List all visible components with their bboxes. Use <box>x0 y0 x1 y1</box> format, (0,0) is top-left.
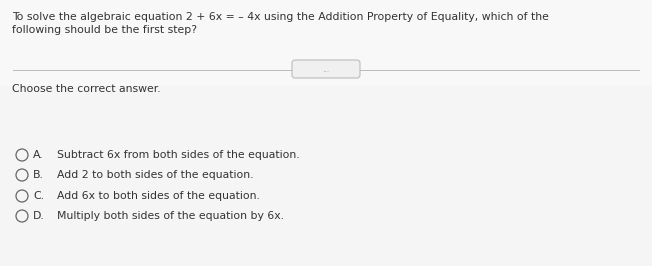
Text: B.: B. <box>33 170 44 180</box>
Text: Choose the correct answer.: Choose the correct answer. <box>12 84 160 94</box>
Text: ...: ... <box>323 64 329 73</box>
Text: A.: A. <box>33 150 44 160</box>
FancyBboxPatch shape <box>0 0 652 86</box>
Text: Multiply both sides of the equation by 6x.: Multiply both sides of the equation by 6… <box>50 211 284 221</box>
Text: following should be the first step?: following should be the first step? <box>12 25 197 35</box>
Text: D.: D. <box>33 211 45 221</box>
FancyBboxPatch shape <box>292 60 360 78</box>
Text: C.: C. <box>33 191 44 201</box>
Text: Add 6x to both sides of the equation.: Add 6x to both sides of the equation. <box>50 191 260 201</box>
Text: Add 2 to both sides of the equation.: Add 2 to both sides of the equation. <box>50 170 254 180</box>
Text: Subtract 6x from both sides of the equation.: Subtract 6x from both sides of the equat… <box>50 150 300 160</box>
FancyBboxPatch shape <box>0 86 652 266</box>
Text: To solve the algebraic equation 2 + 6x = – 4x using the Addition Property of Equ: To solve the algebraic equation 2 + 6x =… <box>12 12 549 22</box>
